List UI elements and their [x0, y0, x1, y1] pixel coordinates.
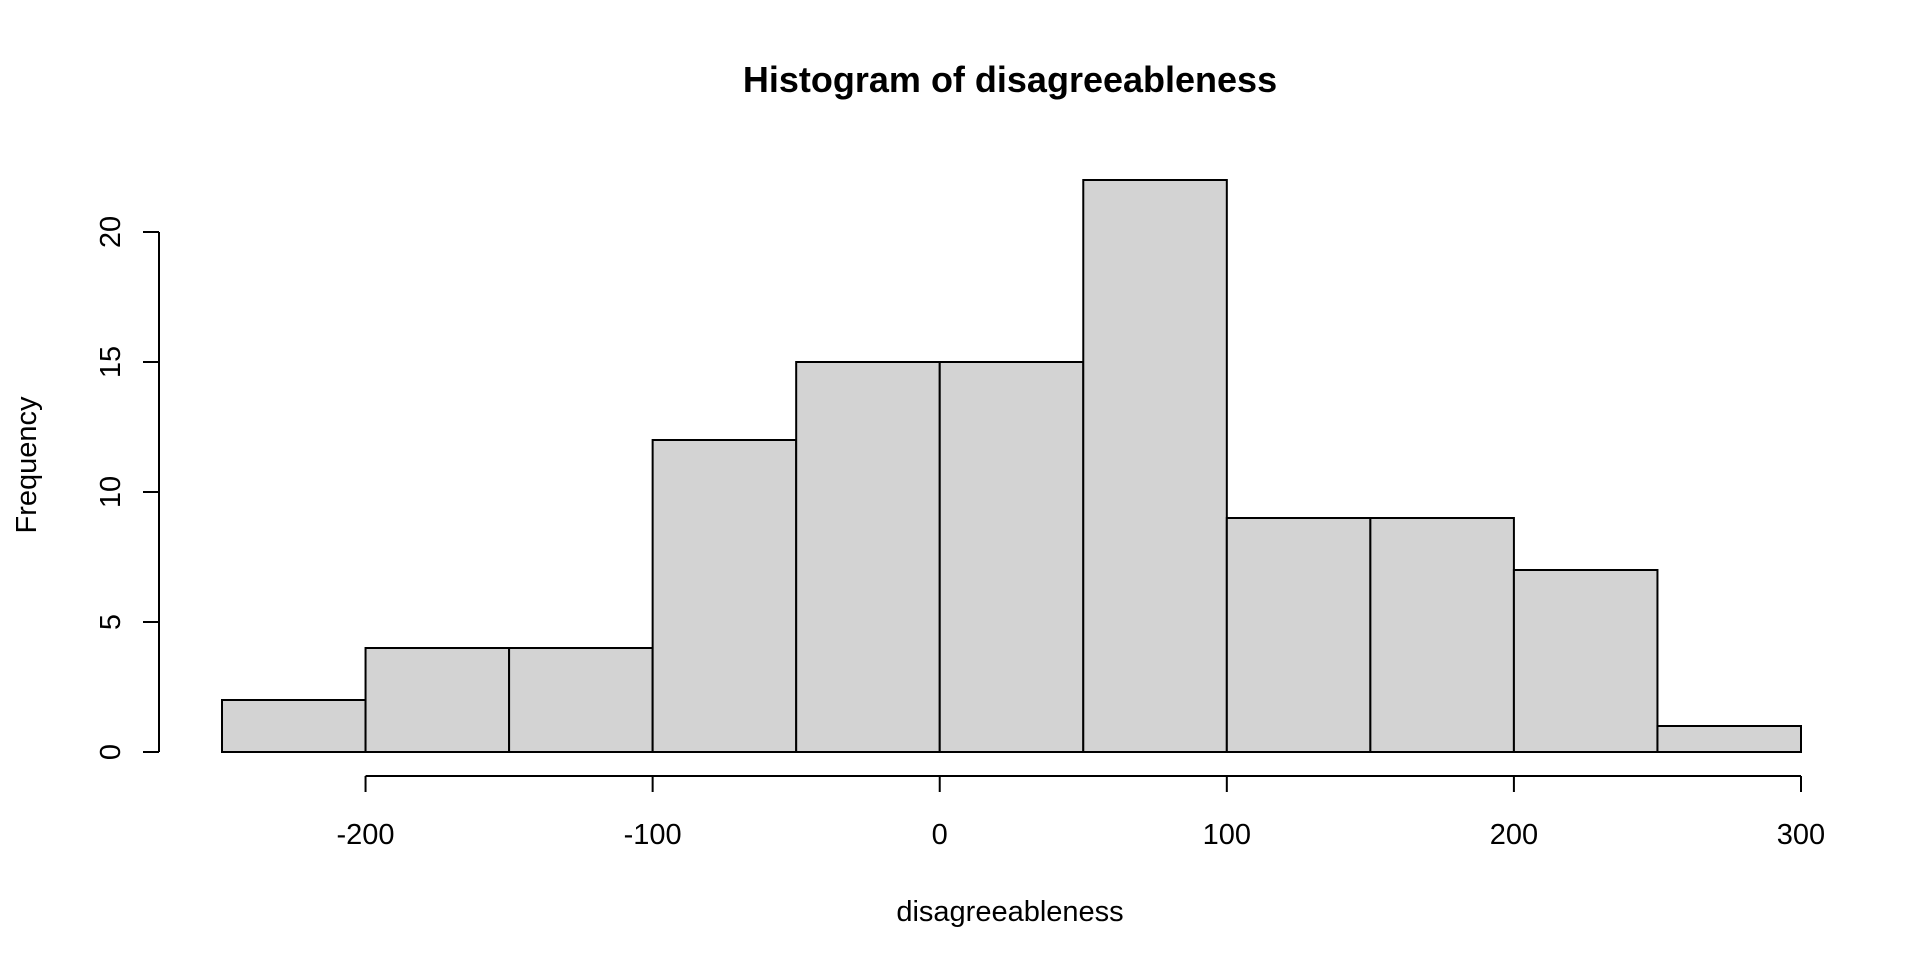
y-tick-label: 20 [95, 216, 127, 248]
histogram-bar-6 [938, 361, 1085, 753]
x-tick-label: -100 [624, 819, 682, 851]
x-axis-label: disagreeableness [896, 896, 1123, 928]
y-tick-label: 5 [95, 614, 127, 630]
histogram-bar-11 [1656, 725, 1803, 753]
x-tick-label: 0 [932, 819, 948, 851]
histogram-bar-7 [1082, 179, 1228, 753]
histogram-bar-2 [364, 647, 511, 753]
y-tick-label: 15 [95, 346, 127, 378]
y-tick-label: 10 [95, 476, 127, 508]
histogram-bar-3 [508, 647, 654, 753]
y-tick-label: 0 [95, 744, 127, 760]
y-axis: 0 5 10 15 20 [95, 216, 160, 760]
histogram-bar-9 [1369, 517, 1515, 753]
x-axis: -200 -100 0 100 200 300 [337, 775, 1825, 851]
histogram-bar-4 [651, 439, 798, 753]
x-tick-label: -200 [337, 819, 395, 851]
y-axis-label: Frequency [11, 396, 43, 534]
x-tick-label: 100 [1203, 819, 1251, 851]
bars-group [221, 179, 1803, 753]
x-tick-label: 200 [1490, 819, 1538, 851]
histogram-bar-10 [1512, 569, 1659, 753]
chart-title: Histogram of disagreeableness [743, 59, 1277, 100]
x-tick-label: 300 [1777, 819, 1825, 851]
histogram-bar-1 [221, 699, 367, 753]
histogram-bar-8 [1225, 517, 1372, 753]
histogram-bar-5 [795, 361, 941, 753]
